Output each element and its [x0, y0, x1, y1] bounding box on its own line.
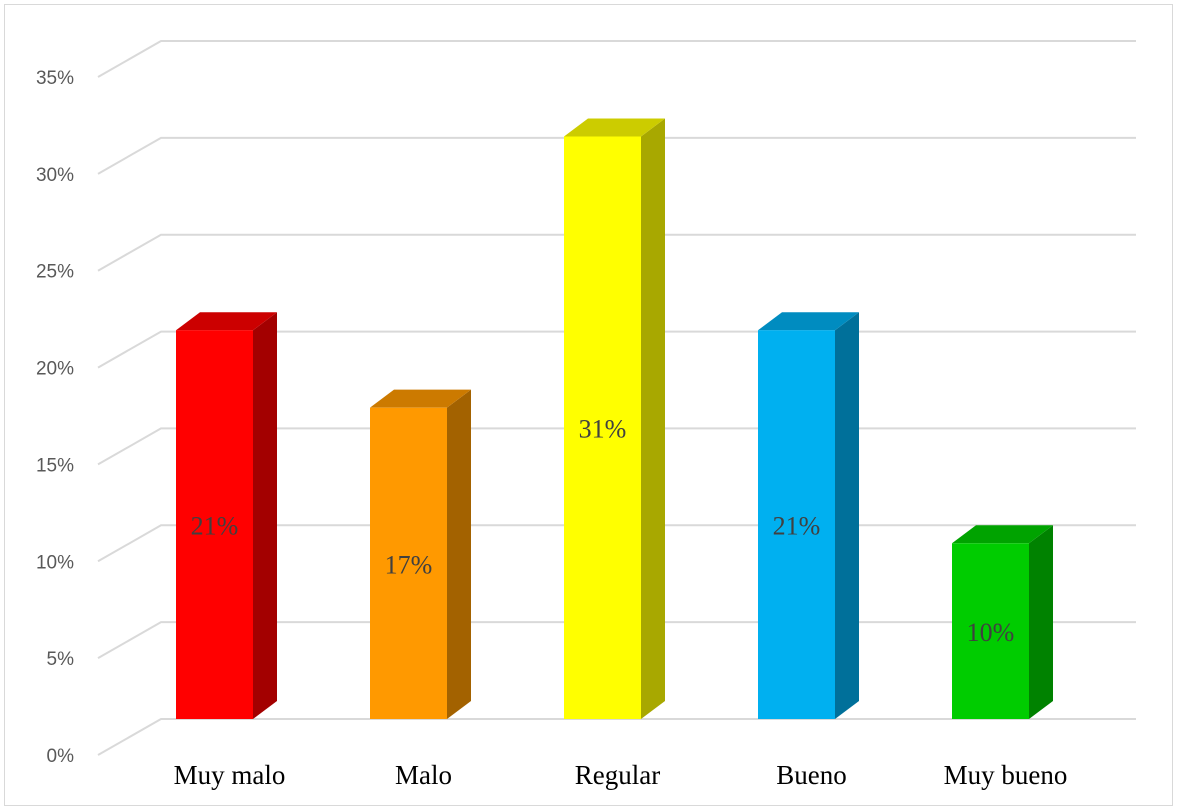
- bar-side: [835, 312, 859, 719]
- y-tick-label: 15%: [36, 455, 74, 476]
- bar-front: [370, 407, 447, 719]
- y-axis-ticks: 0% 5% 10% 15% 20% 25% 30% 35%: [36, 68, 74, 767]
- bar-bueno: [758, 312, 859, 719]
- bar-regular: [564, 118, 665, 719]
- data-label: 21%: [191, 512, 239, 541]
- bar-malo: [370, 389, 471, 719]
- gridline: [97, 718, 1136, 756]
- bar-top: [176, 312, 277, 331]
- x-tick-label: Muy malo: [174, 760, 286, 790]
- y-tick-label: 0%: [47, 746, 75, 767]
- y-tick-label: 5%: [47, 649, 75, 670]
- data-label: 21%: [773, 512, 821, 541]
- y-tick-label: 25%: [36, 262, 74, 283]
- x-tick-label: Bueno: [776, 760, 847, 790]
- x-tick-label: Regular: [575, 760, 660, 790]
- x-tick-label: Malo: [395, 760, 452, 790]
- bar-side: [641, 118, 665, 719]
- data-labels: 21% 17% 31% 21% 10%: [191, 415, 1015, 647]
- data-label: 10%: [967, 618, 1015, 647]
- bar-front: [758, 330, 835, 719]
- bar-front: [952, 543, 1029, 719]
- data-label: 31%: [579, 415, 627, 444]
- bar-muy-bueno: [952, 525, 1053, 719]
- y-tick-label: 10%: [36, 552, 74, 573]
- x-axis-ticks: Muy malo Malo Regular Bueno Muy bueno: [174, 760, 1068, 790]
- x-tick-label: Muy bueno: [944, 760, 1068, 790]
- bars: [176, 118, 1053, 719]
- bar-muy-malo: [176, 312, 277, 719]
- gridline: [97, 233, 1136, 272]
- gridline: [97, 136, 1136, 175]
- data-label: 17%: [385, 550, 433, 579]
- y-tick-label: 35%: [36, 68, 74, 89]
- bar-front: [176, 330, 253, 719]
- bar-top: [758, 312, 859, 331]
- bar-top: [952, 525, 1053, 544]
- bar-side: [1029, 525, 1053, 719]
- bar-top: [564, 118, 665, 137]
- gridline: [97, 40, 1136, 78]
- bar-side: [253, 312, 277, 719]
- bar-side: [447, 389, 471, 719]
- y-tick-label: 30%: [36, 165, 74, 186]
- y-tick-label: 20%: [36, 359, 74, 380]
- bar-front: [564, 136, 641, 719]
- bar-top: [370, 389, 471, 408]
